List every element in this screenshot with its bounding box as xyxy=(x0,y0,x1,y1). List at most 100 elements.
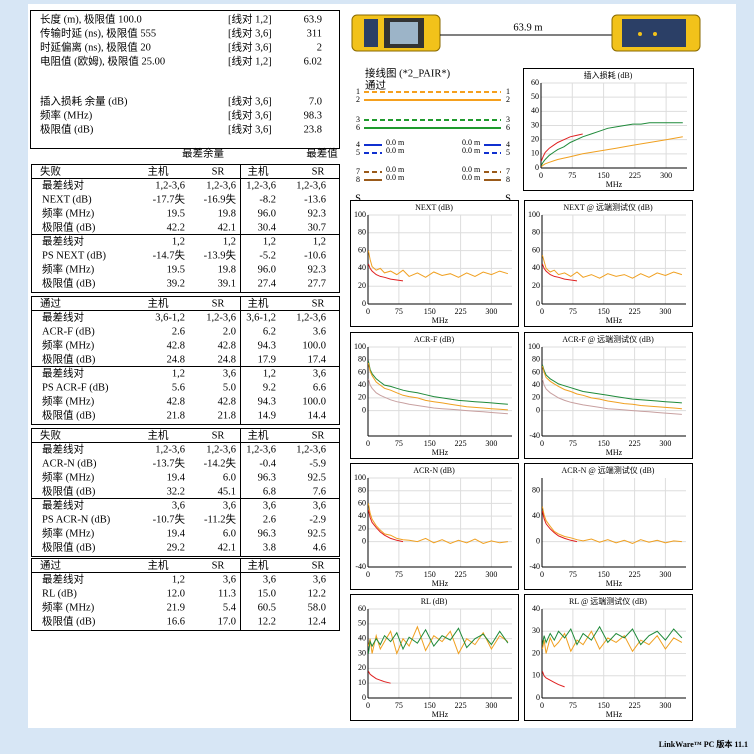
cell-value: 42.8 xyxy=(167,340,185,351)
y-tick-label: 0 xyxy=(535,163,539,172)
cell-value: 96.0 xyxy=(258,264,276,275)
cell-value: 14.9 xyxy=(258,410,276,421)
row-pair: [线对 1,2] xyxy=(228,54,272,67)
row-label: 频率 (MHz) xyxy=(42,206,95,219)
y-tick-label: 100 xyxy=(354,473,366,482)
x-tick-label: 75 xyxy=(569,439,577,448)
chart-box xyxy=(523,68,694,191)
y-tick-label: 0 xyxy=(362,536,366,545)
x-tick-label: 225 xyxy=(629,307,641,316)
cell-value: 19.4 xyxy=(167,472,186,483)
y-tick-label: 0 xyxy=(362,405,366,414)
x-tick-label: 0 xyxy=(540,439,544,448)
x-tick-label: 75 xyxy=(569,307,577,316)
x-tick-label: 300 xyxy=(659,439,671,448)
x-tick-label: 150 xyxy=(598,307,610,316)
table-status: 通过 xyxy=(40,296,61,309)
cell-value: -0.4 xyxy=(259,458,276,469)
cell-value: 3,6 xyxy=(172,500,185,511)
x-tick-label: 0 xyxy=(539,171,543,180)
x-axis-label: MHz xyxy=(606,579,623,588)
x-tick-label: 75 xyxy=(568,171,576,180)
pin-right: 4 xyxy=(506,140,510,149)
cell-value: -14.2失 xyxy=(204,456,237,469)
x-axis-label: MHz xyxy=(606,448,623,457)
y-tick-label: 80 xyxy=(358,228,366,237)
x-tick-label: 225 xyxy=(455,439,467,448)
x-tick-label: 225 xyxy=(629,570,641,579)
y-tick-label: 40 xyxy=(358,263,366,272)
cell-value: 19.8 xyxy=(218,208,236,219)
cell-value: 3,6-1,2 xyxy=(155,312,185,323)
y-tick-label: 50 xyxy=(531,92,539,101)
y-tick-label: 0 xyxy=(362,693,366,702)
x-tick-label: 300 xyxy=(660,171,672,180)
y-tick-label: 40 xyxy=(358,511,366,520)
cell-value: 92.5 xyxy=(308,472,326,483)
x-tick-label: 0 xyxy=(540,307,544,316)
x-tick-label: 75 xyxy=(395,570,403,579)
y-tick-label: 10 xyxy=(531,149,539,158)
cell-value: 1,2-3,6 xyxy=(296,180,326,191)
cell-value: 19.5 xyxy=(167,264,185,275)
cell-value: 17.4 xyxy=(308,354,327,365)
cell-value: 3.8 xyxy=(263,542,276,553)
x-axis-label: MHz xyxy=(432,579,449,588)
cell-value: 94.3 xyxy=(258,340,276,351)
cell-value: 4.6 xyxy=(313,542,326,553)
table-box xyxy=(31,558,340,631)
x-tick-label: 225 xyxy=(455,307,467,316)
wiremap-title: 接线图 (*2_PAIR*) xyxy=(365,66,451,79)
cell-value: 30.4 xyxy=(258,222,277,233)
row-label: RL (dB) xyxy=(42,588,77,599)
x-tick-label: 0 xyxy=(366,570,370,579)
y-tick-label: 10 xyxy=(532,671,540,680)
wire-length: 0.0 m xyxy=(386,146,405,155)
cell-value: 5.0 xyxy=(223,382,236,393)
table-header: 主机 xyxy=(148,296,169,309)
x-tick-label: 0 xyxy=(540,570,544,579)
x-tick-label: 0 xyxy=(366,701,370,710)
cell-value: 92.5 xyxy=(308,528,326,539)
row-label: 极限值 (dB) xyxy=(40,122,94,135)
cell-value: 3,6 xyxy=(313,574,326,585)
table-status: 失败 xyxy=(40,164,61,177)
row-pair: [线对 3,6] xyxy=(228,108,272,121)
cell-value: 6.0 xyxy=(223,472,236,483)
x-tick-label: 0 xyxy=(366,307,370,316)
shield-left: S xyxy=(355,193,361,204)
cell-value: 5.6 xyxy=(172,382,185,393)
table-header: 主机 xyxy=(148,428,169,441)
cell-value: -8.2 xyxy=(259,194,276,205)
cell-value: 16.6 xyxy=(167,616,185,627)
cell-value: 3,6 xyxy=(263,500,276,511)
x-tick-label: 225 xyxy=(455,570,467,579)
series-line xyxy=(367,263,404,282)
cell-value: 96.3 xyxy=(258,528,276,539)
cell-value: 17.9 xyxy=(258,354,276,365)
cell-value: 2.0 xyxy=(223,326,236,337)
x-tick-label: 0 xyxy=(366,439,370,448)
y-tick-label: -40 xyxy=(529,431,540,440)
row-label: 最差线对 xyxy=(42,178,84,191)
chart-box xyxy=(350,200,519,327)
cell-value: 12.2 xyxy=(308,588,326,599)
y-tick-label: 80 xyxy=(358,486,366,495)
cell-value: 58.0 xyxy=(308,602,326,613)
cell-value: 1,2-3,6 xyxy=(246,444,276,455)
table-header: SR xyxy=(212,298,225,309)
row-value: 6.02 xyxy=(304,56,322,67)
tester-remote xyxy=(611,14,701,52)
chart-title: RL @ 远端测试仪 (dB) xyxy=(569,596,647,606)
cell-value: 19.5 xyxy=(167,208,185,219)
row-value: 98.3 xyxy=(304,110,322,121)
x-tick-label: 150 xyxy=(598,570,610,579)
y-tick-label: 20 xyxy=(358,393,366,402)
chart-title: RL (dB) xyxy=(421,597,448,606)
series-line xyxy=(541,365,682,410)
row-label: 频率 (MHz) xyxy=(42,394,95,407)
chart-title: ACR-N (dB) xyxy=(413,466,455,475)
x-tick-label: 150 xyxy=(424,439,436,448)
wire-length: 0.0 m xyxy=(386,138,405,147)
